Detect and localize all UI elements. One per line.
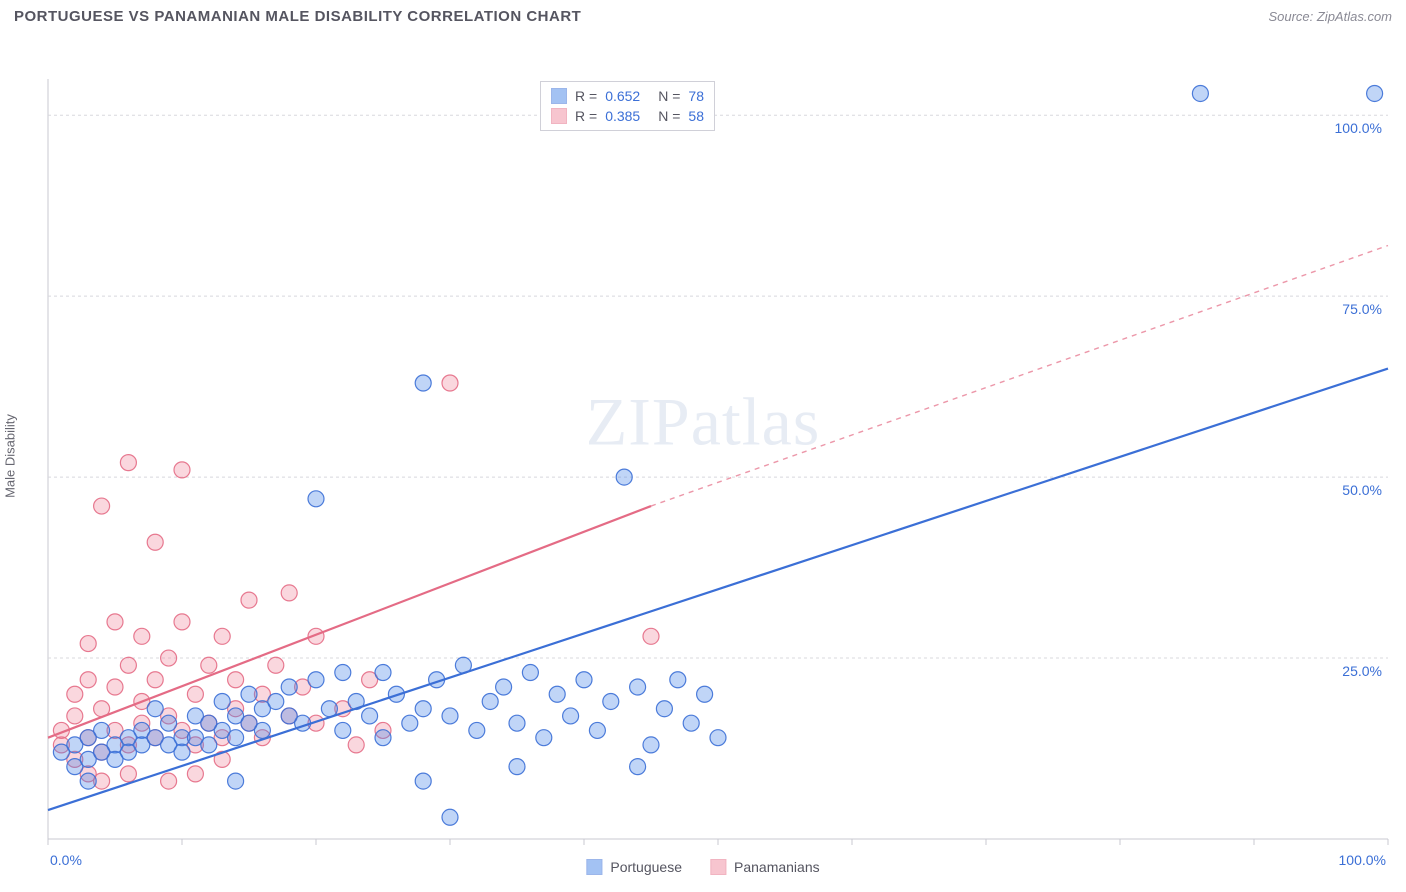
legend-label-panamanians: Panamanians <box>734 859 820 875</box>
svg-text:0.0%: 0.0% <box>50 852 82 868</box>
legend-swatch-panamanians <box>710 859 726 875</box>
page-title: PORTUGUESE VS PANAMANIAN MALE DISABILITY… <box>14 8 581 25</box>
svg-text:100.0%: 100.0% <box>1335 120 1382 136</box>
svg-text:50.0%: 50.0% <box>1342 482 1382 498</box>
stats-row-panamanians: R = 0.385 N = 58 <box>551 106 704 126</box>
svg-text:75.0%: 75.0% <box>1342 301 1382 317</box>
swatch-portuguese <box>551 88 567 104</box>
r-value-panamanians: 0.385 <box>605 108 640 124</box>
legend-label-portuguese: Portuguese <box>610 859 682 875</box>
swatch-panamanians <box>551 108 567 124</box>
r-value-portuguese: 0.652 <box>605 88 640 104</box>
y-axis-label: Male Disability <box>3 414 18 498</box>
legend-swatch-portuguese <box>586 859 602 875</box>
legend-item-portuguese: Portuguese <box>586 859 682 875</box>
stats-row-portuguese: R = 0.652 N = 78 <box>551 86 704 106</box>
chart-container: Male Disability ZIPatlas 25.0%50.0%75.0%… <box>0 31 1406 881</box>
n-value-portuguese: 78 <box>688 88 704 104</box>
n-value-panamanians: 58 <box>688 108 704 124</box>
bottom-legend: Portuguese Panamanians <box>586 859 819 875</box>
svg-text:100.0%: 100.0% <box>1339 852 1386 868</box>
legend-item-panamanians: Panamanians <box>710 859 820 875</box>
svg-text:25.0%: 25.0% <box>1342 663 1382 679</box>
stats-legend-box: R = 0.652 N = 78 R = 0.385 N = 58 <box>540 81 715 131</box>
scatter-plot: 25.0% 50.0% 75.0% 100.0% 0.0% 100.0% <box>0 31 1406 881</box>
source-attribution: Source: ZipAtlas.com <box>1268 9 1392 24</box>
